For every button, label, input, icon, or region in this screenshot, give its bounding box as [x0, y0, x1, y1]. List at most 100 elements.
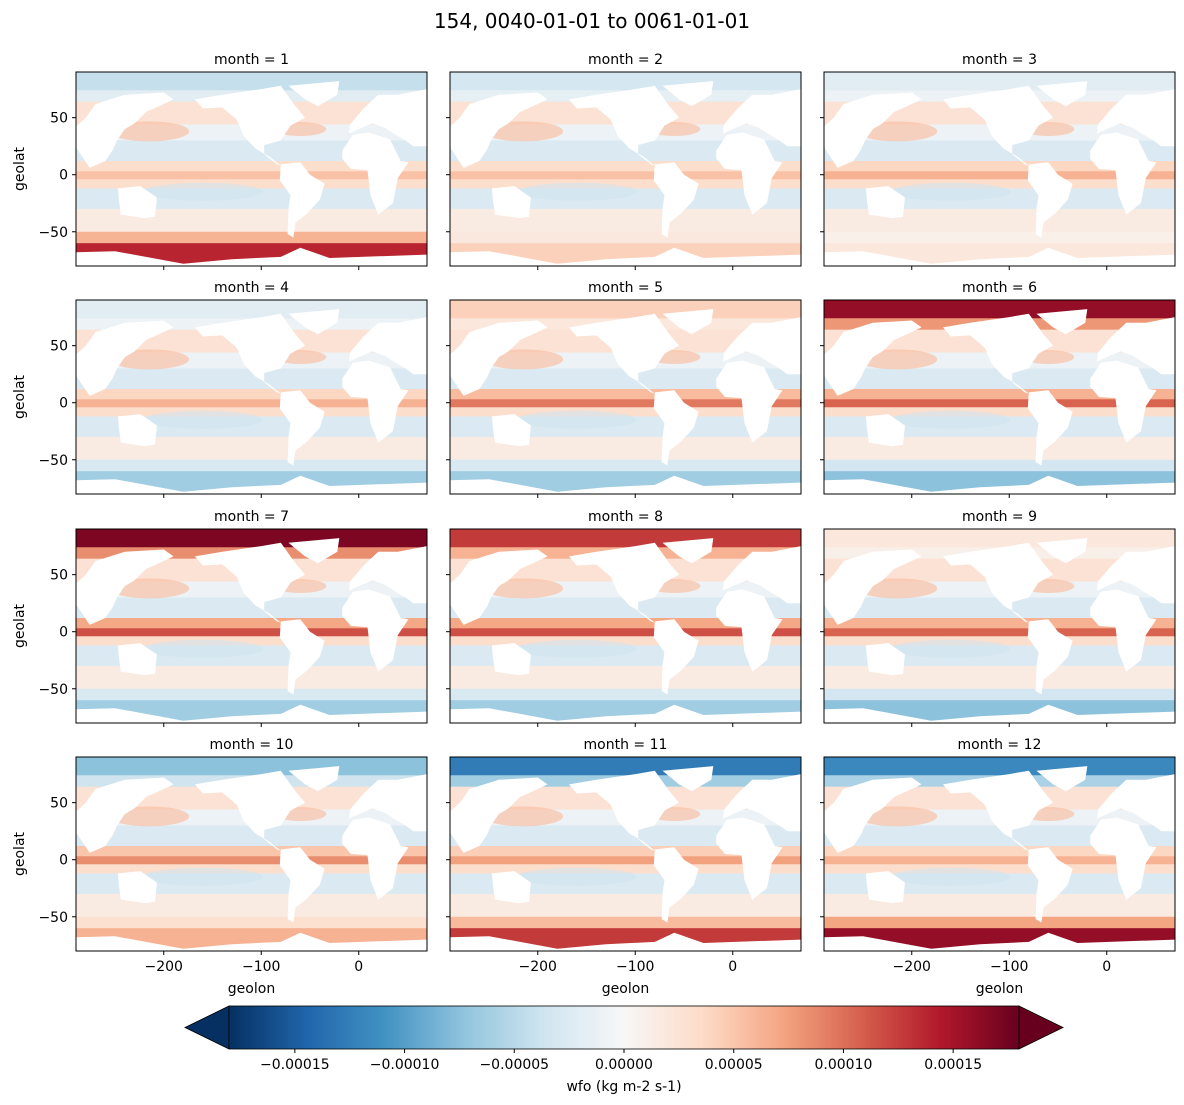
colorbar-tick-label: −0.00010: [370, 1057, 440, 1073]
field-band: [76, 688, 427, 701]
land-eurasia: [349, 72, 427, 147]
land-eurasia: [723, 72, 801, 147]
x-tick-label: −100: [242, 959, 280, 975]
field-feature: [516, 867, 637, 886]
field-band: [450, 529, 801, 548]
panel-field: [76, 529, 427, 723]
panel-title: month = 6: [962, 280, 1037, 296]
y-tick-label: 0: [59, 396, 68, 412]
field-band: [76, 893, 427, 918]
field-band: [824, 208, 1175, 233]
panel-6: month = 6: [820, 280, 1176, 498]
field-band: [450, 688, 801, 701]
land-greenland: [1036, 81, 1088, 107]
land-east-asia: [76, 549, 174, 625]
field-band: [824, 856, 1175, 865]
field-feature: [516, 410, 637, 429]
colorbar-tick-label: 0.00015: [924, 1057, 982, 1073]
field-band: [76, 368, 427, 390]
panel-5: month = 5: [446, 280, 802, 498]
land-south-america: [653, 619, 699, 695]
land-north-america: [194, 85, 306, 166]
panel-9: month = 9: [820, 509, 1176, 727]
land-eurasia: [1097, 72, 1175, 147]
field-band: [450, 231, 801, 244]
land-australia: [117, 871, 157, 904]
field-band: [824, 628, 1175, 637]
field-band: [824, 300, 1175, 319]
field-band: [450, 665, 801, 690]
y-axis-label: geolat: [12, 831, 28, 876]
colorbar-tick-label: −0.00015: [260, 1057, 330, 1073]
field-band: [450, 300, 801, 319]
land-north-america: [194, 313, 306, 394]
land-east-asia: [450, 92, 548, 168]
panel-field: [824, 757, 1175, 951]
field-band: [76, 636, 427, 646]
colorbar: −0.00015 −0.00010 −0.00005 0.00000 0.00005 0.…: [184, 1005, 1064, 1095]
y-tick-label: 50: [50, 111, 68, 127]
field-band: [450, 864, 801, 874]
panel-10: month = 10 −200 −100 0 50 0 −50 geolat geolon: [12, 737, 428, 997]
panel-frame: [449, 528, 802, 724]
land-africa: [342, 817, 409, 900]
land-greenland: [662, 309, 714, 335]
land-africa: [1090, 589, 1157, 672]
land-greenland: [288, 309, 340, 335]
field-band: [824, 665, 1175, 690]
land-south-america: [279, 162, 325, 238]
y-tick-label: 0: [59, 853, 68, 869]
field-band: [76, 436, 427, 461]
panel-title: month = 12: [958, 737, 1042, 753]
field-band: [450, 208, 801, 233]
land-south-america: [653, 847, 699, 923]
field-feature: [142, 182, 263, 201]
y-tick-label: −50: [38, 910, 68, 926]
land-north-america: [569, 313, 680, 394]
field-feature: [890, 182, 1011, 201]
land-africa: [1090, 132, 1157, 215]
field-band: [76, 407, 427, 417]
field-band: [450, 140, 801, 162]
field-feature: [516, 639, 637, 658]
x-tick-label: −200: [145, 959, 183, 975]
panel-title: month = 2: [588, 52, 663, 68]
panel-4: month = 4 50 0 −50 geolat: [12, 280, 428, 498]
x-axis-label: geolon: [602, 981, 649, 997]
panel-8: month = 8: [446, 509, 802, 727]
panel-12: month = 12 −200 −100 0 geolon: [820, 737, 1176, 997]
field-band: [76, 846, 427, 857]
field-feature: [142, 867, 263, 886]
field-band: [76, 179, 427, 189]
land-antarctica: [450, 932, 801, 951]
land-antarctica: [824, 247, 1175, 266]
field-band: [824, 597, 1175, 619]
field-band: [824, 179, 1175, 189]
panel-field: [76, 757, 427, 951]
panel-title: month = 3: [962, 52, 1037, 68]
panel-frame: [823, 756, 1176, 952]
land-north-america: [943, 770, 1054, 851]
land-antarctica: [76, 475, 427, 494]
field-band: [450, 407, 801, 417]
land-eurasia: [349, 757, 427, 832]
field-band: [76, 231, 427, 244]
field-band: [824, 140, 1175, 162]
panel-3: month = 3: [820, 52, 1176, 270]
land-north-america: [194, 770, 306, 851]
panel-frame: [449, 71, 802, 267]
land-australia: [491, 643, 531, 676]
land-eurasia: [349, 529, 427, 604]
panel-title: month = 1: [214, 52, 289, 68]
land-north-america: [943, 313, 1054, 394]
x-tick-label: −200: [519, 959, 557, 975]
field-band: [450, 856, 801, 865]
colorbar-tick-label: 0.00005: [705, 1057, 763, 1073]
panel-title: month = 10: [210, 737, 294, 753]
land-eurasia: [723, 529, 801, 604]
panel-field: [450, 529, 801, 723]
land-africa: [716, 360, 783, 443]
panel-grid: month = 1 50 0 −50 geolat month = 2 month = 3 m…: [12, 52, 1176, 997]
land-greenland: [662, 81, 714, 107]
